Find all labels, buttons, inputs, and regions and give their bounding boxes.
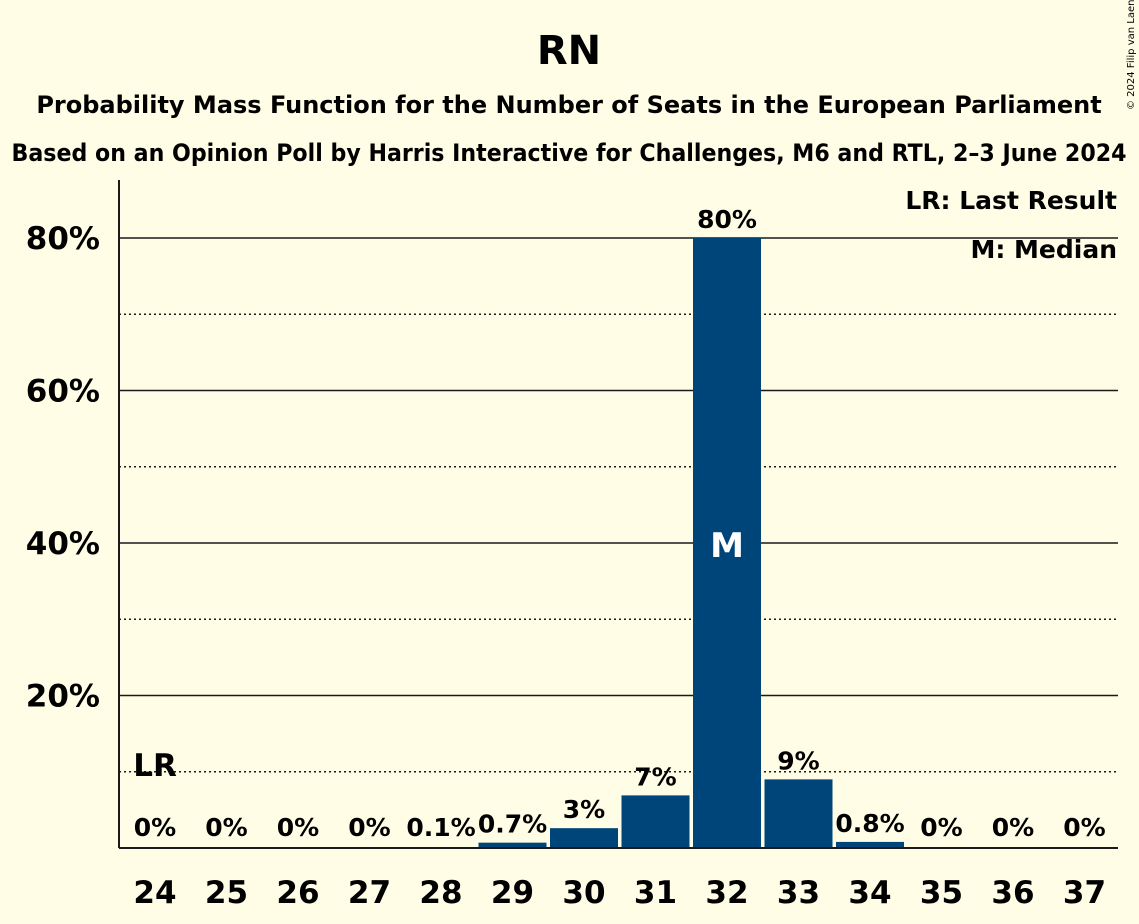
x-tick-label: 30 [562,875,605,911]
x-tick-label: 34 [848,875,891,911]
x-tick-label: 36 [991,875,1034,911]
x-tick-label: 25 [205,875,248,911]
bar [764,779,833,848]
chart-subtitle-source: Based on an Opinion Poll by Harris Inter… [12,139,1127,167]
value-label: 0% [920,813,962,842]
y-tick-label: 40% [26,526,100,562]
x-tick-label: 31 [634,875,677,911]
value-label: 3% [563,795,605,824]
median-marker: M [710,526,744,566]
x-tick-label: 32 [705,875,748,911]
bar [836,841,904,848]
x-tick-label: 28 [419,875,462,911]
value-label: 0.1% [406,813,475,842]
gridlines [119,237,1118,773]
x-tick-label: 33 [777,875,820,911]
bar [621,795,690,848]
x-tick-label: 26 [276,875,319,911]
labels: 20% 40% 60% 80% 24 25 26 27 28 29 30 31 32 33 34 35 36 37… [26,205,1106,911]
bar [693,238,761,848]
value-label: 0% [1063,813,1105,842]
bars [407,238,904,848]
axes [118,180,1118,849]
copyright-notice: © 2024 Filip van Laenen [1126,0,1137,110]
x-tick-label: 29 [491,875,534,911]
legend-median: M: Median [970,235,1117,264]
value-label: 7% [634,762,676,791]
x-tick-label: 35 [920,875,963,911]
value-label: 0% [277,813,319,842]
value-label: 9% [777,746,819,775]
value-label: 80% [697,205,757,234]
chart-title: RN [537,28,601,74]
x-tick-label: 24 [133,875,176,911]
x-tick-label: 37 [1063,875,1106,911]
value-label: 0% [205,813,247,842]
last-result-marker: LR [133,748,177,784]
y-tick-label: 60% [26,374,100,410]
y-tick-label: 80% [26,221,100,257]
value-label: 0.7% [478,810,547,839]
chart-subtitle: Probability Mass Function for the Number… [36,91,1101,119]
value-label: 0% [348,813,390,842]
bar [478,842,547,848]
x-tick-label: 27 [348,875,391,911]
legend-last-result: LR: Last Result [905,186,1117,215]
bar [550,828,618,848]
value-label: 0.8% [835,809,904,838]
value-label: 0% [134,813,176,842]
y-tick-label: 20% [26,679,100,715]
value-label: 0% [992,813,1034,842]
